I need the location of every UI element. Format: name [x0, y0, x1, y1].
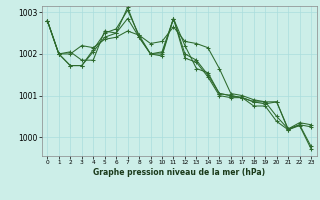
X-axis label: Graphe pression niveau de la mer (hPa): Graphe pression niveau de la mer (hPa) [93, 168, 265, 177]
